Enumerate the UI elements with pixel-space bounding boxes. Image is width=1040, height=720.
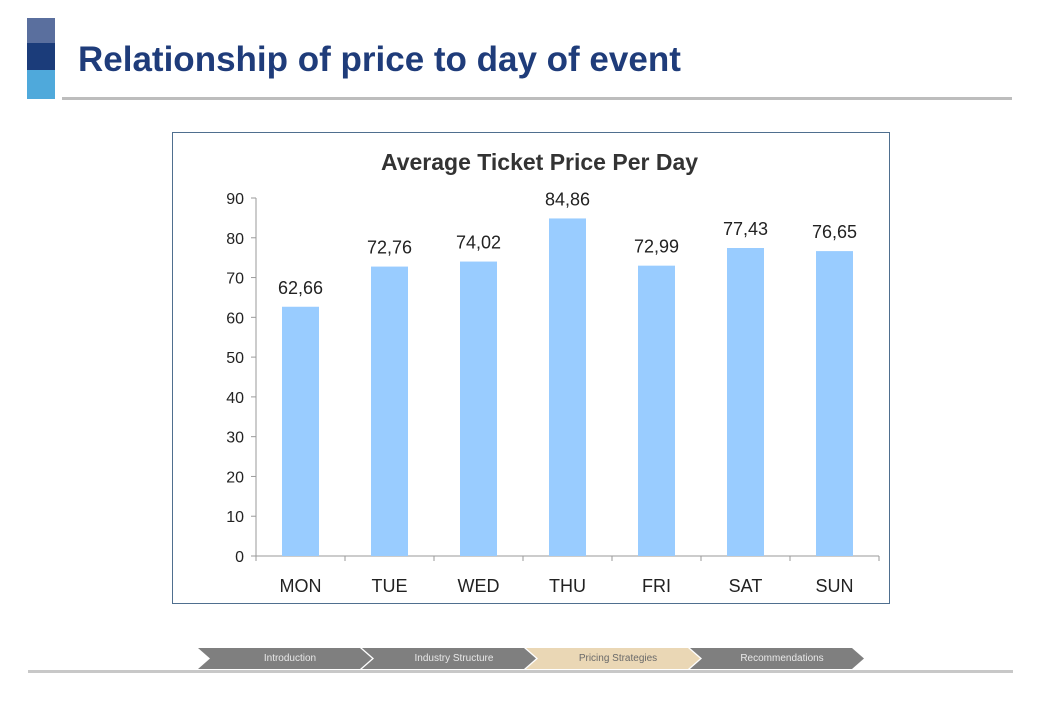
x-tick-label-mon: MON: [280, 576, 322, 596]
accent-block-middle: [27, 43, 55, 70]
y-tick-label: 80: [226, 231, 244, 248]
bar-chart: Average Ticket Price Per Day 0 10 20 30 40 50 6…: [226, 149, 880, 596]
data-label-sat: 77,43: [723, 219, 768, 239]
footer-divider: [28, 670, 1013, 673]
bar-mon: [282, 306, 319, 556]
y-tick-label: 30: [226, 430, 244, 447]
y-tick-label: 60: [226, 310, 244, 327]
x-tick-label-thu: THU: [549, 576, 586, 596]
x-tick-label-fri: FRI: [642, 576, 671, 596]
data-label-mon: 62,66: [278, 278, 323, 298]
nav-step-pricing-strategies[interactable]: Pricing Strategies: [526, 648, 700, 669]
data-label-wed: 74,02: [456, 233, 501, 253]
accent-block-bottom: [27, 70, 55, 99]
bar-fri: [638, 265, 675, 556]
slide-title: Relationship of price to day of event: [78, 40, 681, 79]
chart-container: Average Ticket Price Per Day 0 10 20 30 40 50 6…: [172, 132, 890, 604]
x-tick-label-sat: SAT: [729, 576, 763, 596]
y-tick-label: 20: [226, 469, 244, 486]
x-tick-label-wed: WED: [458, 576, 500, 596]
accent-block-top: [27, 18, 55, 43]
y-tick-label: 90: [226, 191, 244, 208]
nav-step-industry-structure[interactable]: Industry Structure: [362, 648, 536, 669]
data-label-fri: 72,99: [634, 237, 679, 257]
progress-nav: Introduction Industry Structure Pricing …: [198, 648, 864, 669]
x-tick-label-tue: TUE: [372, 576, 408, 596]
chart-title: Average Ticket Price Per Day: [381, 149, 698, 175]
y-tick-label: 70: [226, 271, 244, 288]
y-tick-label: 10: [226, 509, 244, 526]
bar-wed: [460, 261, 497, 556]
nav-step-recommendations[interactable]: Recommendations: [690, 648, 864, 669]
nav-step-introduction[interactable]: Introduction: [198, 648, 372, 669]
x-tick-label-sun: SUN: [815, 576, 853, 596]
data-label-tue: 72,76: [367, 238, 412, 258]
y-tick-label: 0: [235, 549, 244, 566]
y-tick-label: 50: [226, 350, 244, 367]
data-label-thu: 84,86: [545, 189, 590, 209]
bar-tue: [371, 266, 408, 556]
bar-sat: [727, 248, 764, 556]
bar-sun: [816, 251, 853, 556]
data-label-sun: 76,65: [812, 222, 857, 242]
y-tick-label: 40: [226, 390, 244, 407]
title-divider: [62, 97, 1012, 100]
bar-thu: [549, 218, 586, 556]
